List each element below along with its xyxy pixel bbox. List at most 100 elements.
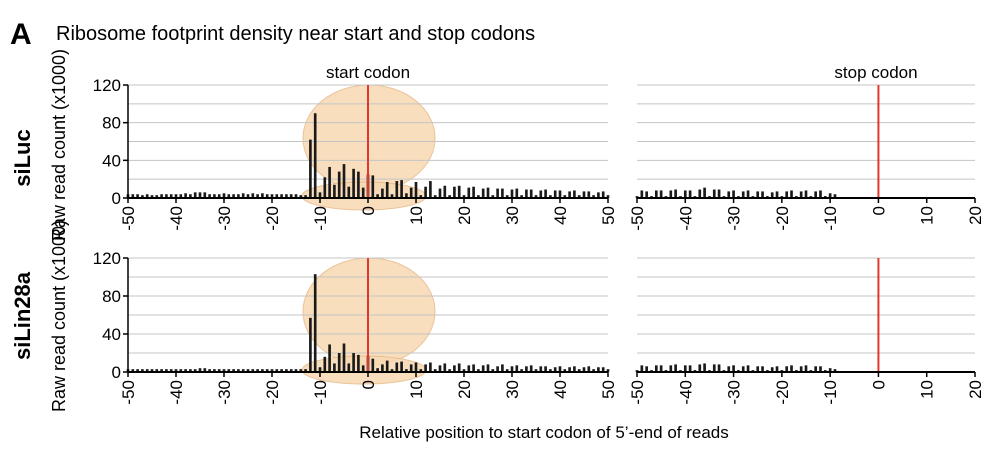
data-bar [712, 364, 716, 372]
data-bar [462, 195, 466, 198]
y-tick-label: 0 [112, 363, 121, 382]
data-bar [741, 366, 745, 372]
x-tick-label: 0 [869, 206, 888, 215]
data-bar [289, 194, 293, 198]
data-bar [136, 369, 139, 372]
codon-annotation: start codon [326, 63, 410, 82]
data-bar [587, 366, 591, 372]
data-bar [732, 365, 735, 372]
x-tick-label: -40 [167, 380, 186, 405]
data-bar [563, 369, 567, 372]
data-bar [698, 364, 702, 372]
data-bar [227, 369, 231, 372]
y-tick-label: 40 [102, 325, 121, 344]
data-bar [534, 369, 538, 372]
data-bar [433, 369, 437, 372]
data-bar [539, 366, 543, 372]
data-bar [155, 369, 159, 372]
x-tick-label: -10 [311, 206, 330, 231]
data-bar [703, 187, 706, 198]
chart-panel-3: -50 -40 -30 -20 -10 0 10 20 30 40 50 0 40 80 120 [93, 249, 618, 405]
data-bar [347, 186, 351, 198]
data-bar [510, 366, 514, 372]
data-bar [189, 369, 192, 372]
data-bar [251, 369, 255, 372]
data-bar [544, 366, 547, 372]
x-tick-label: -10 [311, 380, 330, 405]
data-bar [496, 366, 499, 372]
data-bar [328, 344, 331, 372]
data-bar [698, 189, 702, 198]
data-bar [174, 194, 178, 198]
data-bar [376, 194, 379, 198]
data-bar [222, 193, 226, 198]
data-bar [217, 369, 221, 372]
data-bar [467, 365, 471, 372]
x-tick-label: 20 [455, 380, 474, 399]
data-bar [285, 194, 288, 198]
data-bar [357, 171, 360, 198]
data-bar [429, 362, 432, 372]
data-bar [481, 188, 485, 198]
data-bar [688, 190, 692, 198]
data-bar [549, 369, 552, 372]
data-bar [400, 180, 403, 198]
data-bar [193, 369, 197, 372]
data-bar [515, 188, 519, 198]
data-bar [573, 190, 576, 198]
data-bar [419, 369, 423, 372]
x-tick-label: -30 [725, 380, 744, 405]
data-bar [328, 166, 331, 198]
data-bar [669, 190, 673, 198]
data-bar [481, 365, 485, 372]
data-bar [741, 191, 745, 198]
data-bar [592, 195, 595, 198]
data-bar [640, 190, 644, 198]
data-bar [304, 195, 307, 198]
data-bar [357, 354, 360, 372]
data-bar [525, 189, 528, 198]
data-bar [131, 369, 135, 372]
data-bar [213, 194, 216, 198]
data-bar [429, 181, 432, 198]
data-bar [717, 189, 721, 198]
data-bar [385, 360, 389, 372]
data-bar [727, 191, 731, 198]
data-bar [203, 368, 207, 372]
data-bar [213, 369, 216, 372]
data-bar [414, 181, 418, 198]
data-bar [275, 369, 279, 372]
data-bar [155, 195, 159, 198]
x-tick-label: 10 [918, 206, 937, 225]
data-bar [529, 189, 533, 198]
data-bar [674, 189, 677, 198]
data-bar [246, 194, 250, 198]
data-bar [544, 189, 547, 198]
data-bar [337, 353, 341, 372]
data-bar [529, 365, 533, 372]
data-bar [318, 367, 322, 372]
x-tick-label: -20 [263, 380, 282, 405]
data-bar [165, 194, 168, 198]
data-bar [184, 369, 187, 372]
data-bar [703, 363, 706, 372]
data-bar [563, 195, 567, 198]
data-bar [659, 190, 663, 198]
data-bar [520, 369, 523, 372]
x-tick-label: -30 [725, 206, 744, 231]
data-bar [352, 353, 355, 372]
data-bar [799, 191, 803, 198]
data-bar [674, 364, 677, 372]
y-tick-label: 120 [93, 76, 121, 95]
data-bar [453, 186, 456, 198]
data-bar [553, 367, 557, 372]
data-bar [477, 195, 480, 198]
data-bar [525, 366, 528, 372]
data-bar [169, 369, 173, 372]
data-bar [361, 365, 365, 372]
x-tick-label: -40 [676, 380, 695, 405]
data-bar [385, 181, 389, 198]
data-bar [309, 317, 312, 372]
data-bar [659, 365, 663, 372]
